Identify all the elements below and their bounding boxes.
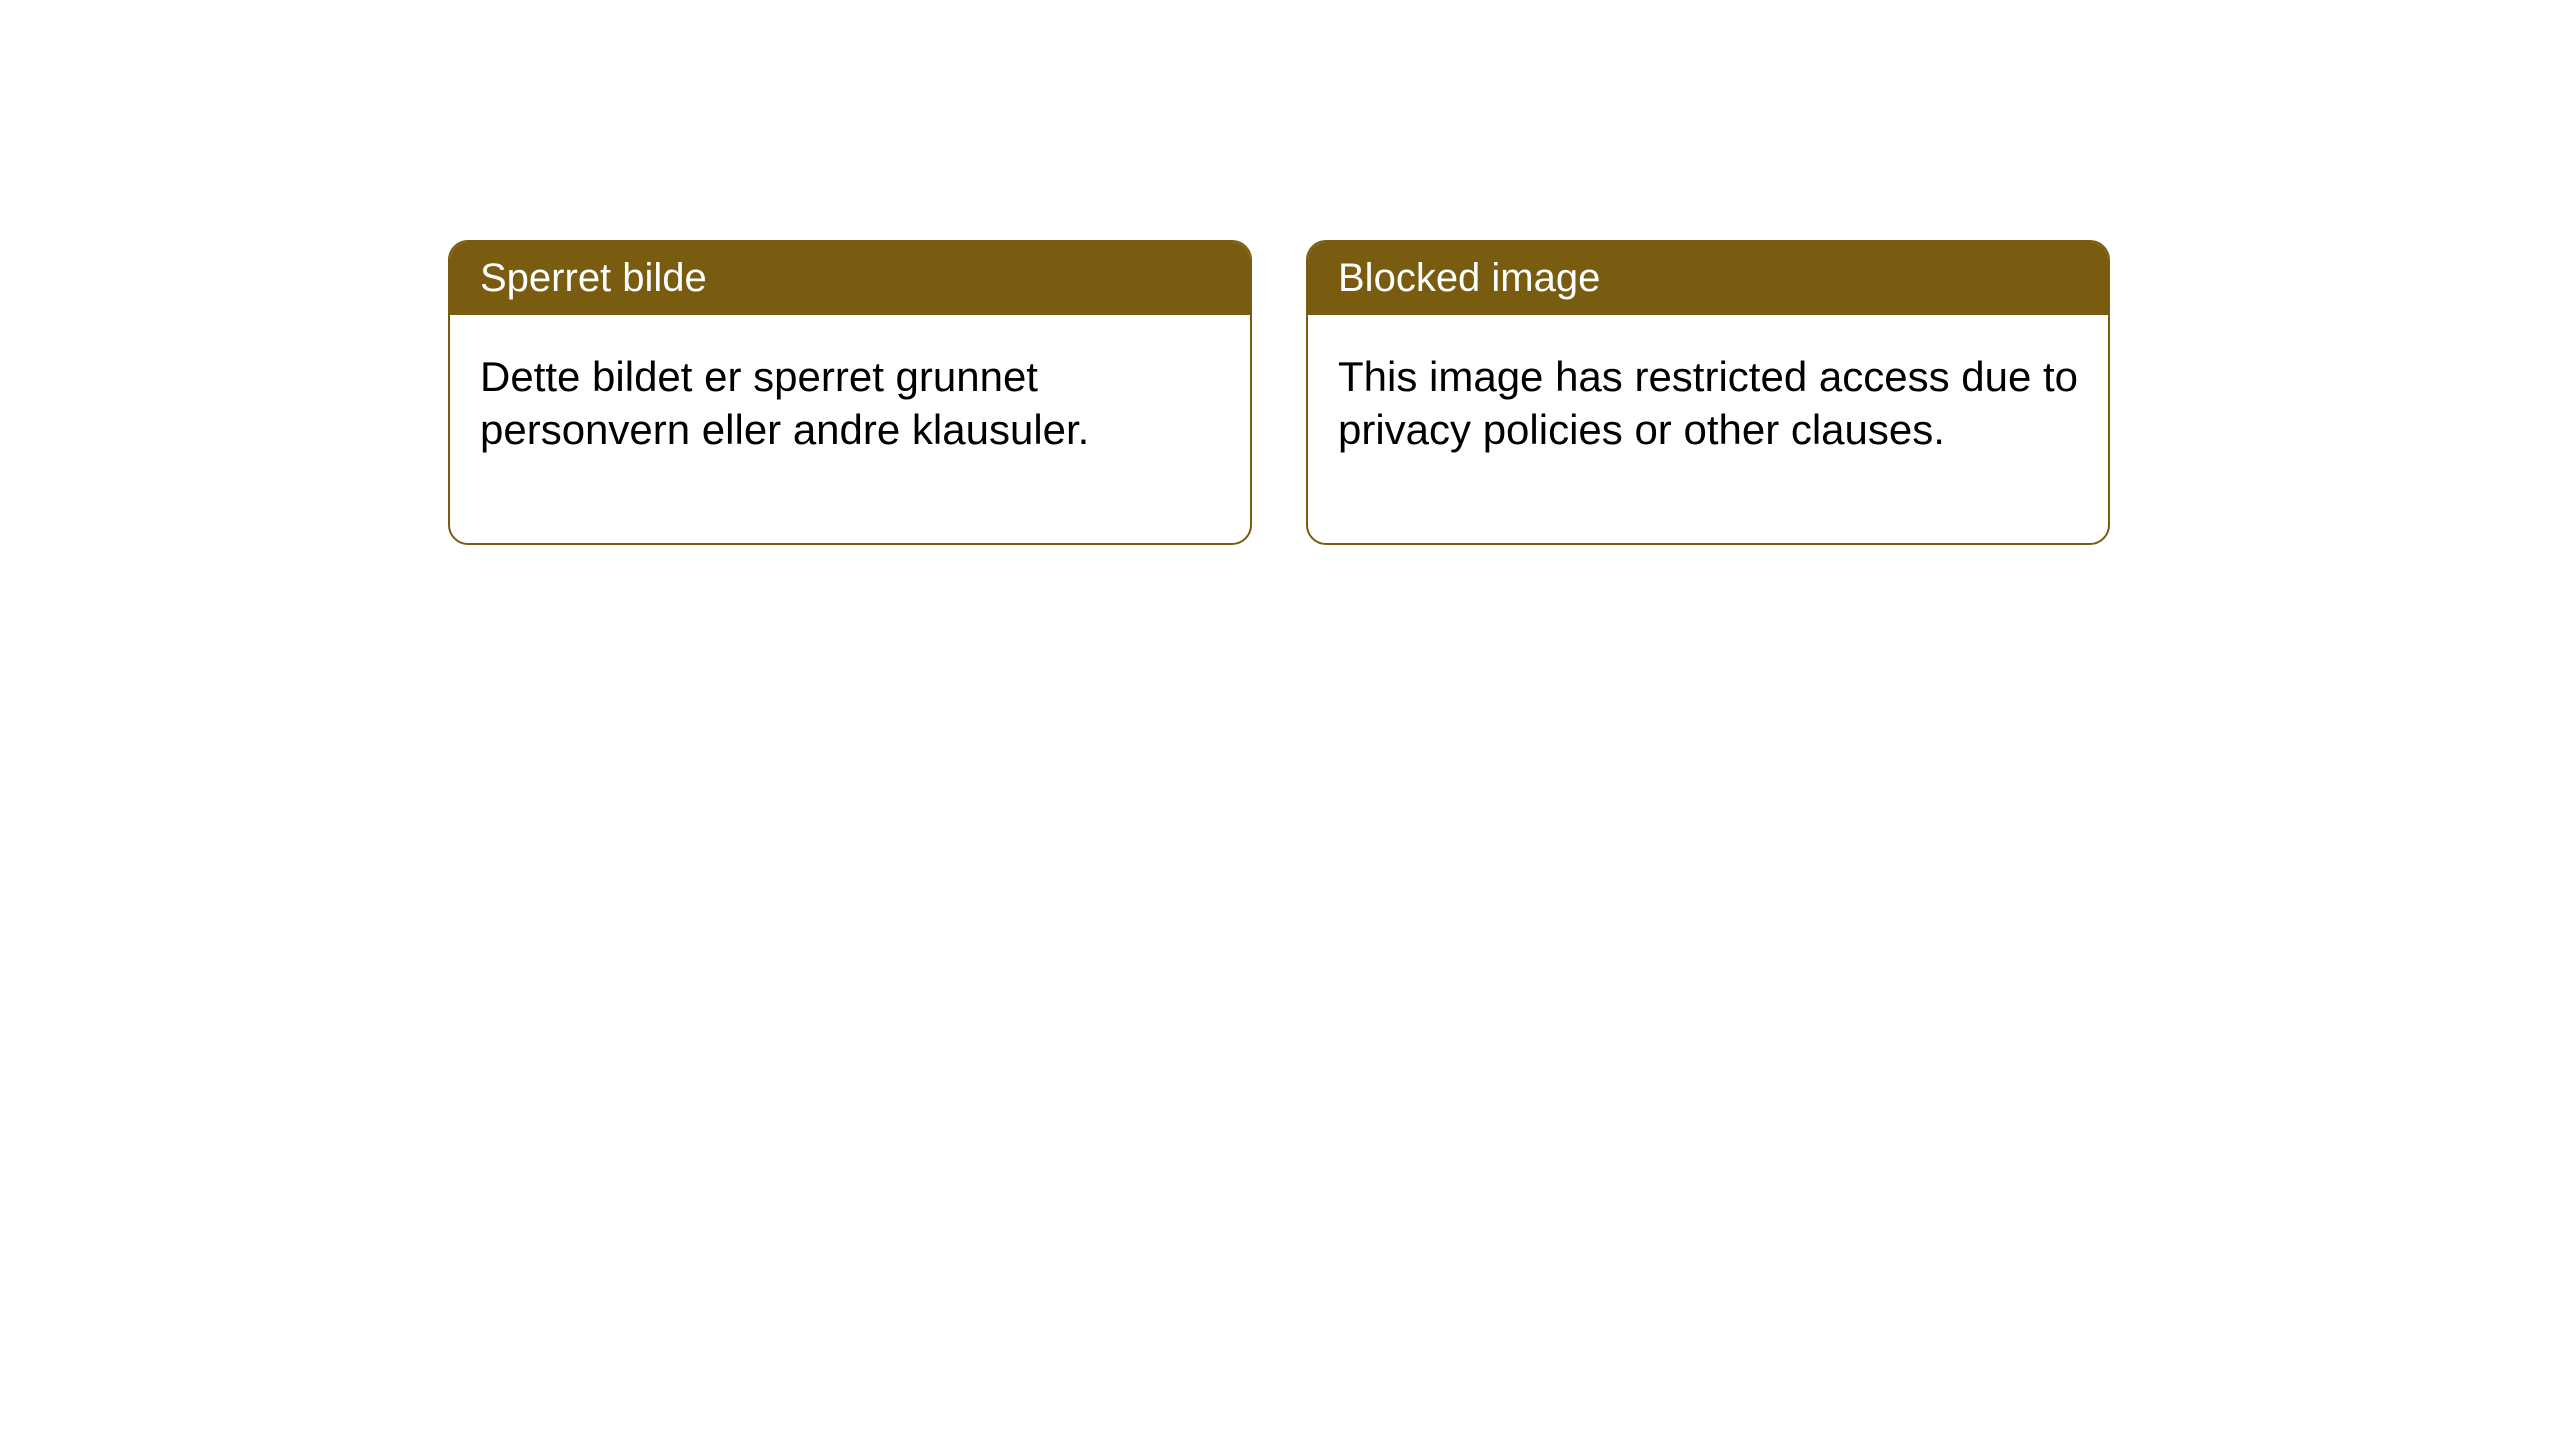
cards-container: Sperret bilde Dette bildet er sperret gr… [448,240,2560,545]
card-body: Dette bildet er sperret grunnet personve… [450,315,1250,543]
card-title: Blocked image [1338,256,1600,300]
card-body-text: This image has restricted access due to … [1338,353,2078,453]
card-body-text: Dette bildet er sperret grunnet personve… [480,353,1089,453]
card-header: Sperret bilde [450,242,1250,315]
blocked-image-card-en: Blocked image This image has restricted … [1306,240,2110,545]
card-body: This image has restricted access due to … [1308,315,2108,543]
card-title: Sperret bilde [480,256,707,300]
blocked-image-card-no: Sperret bilde Dette bildet er sperret gr… [448,240,1252,545]
card-header: Blocked image [1308,242,2108,315]
